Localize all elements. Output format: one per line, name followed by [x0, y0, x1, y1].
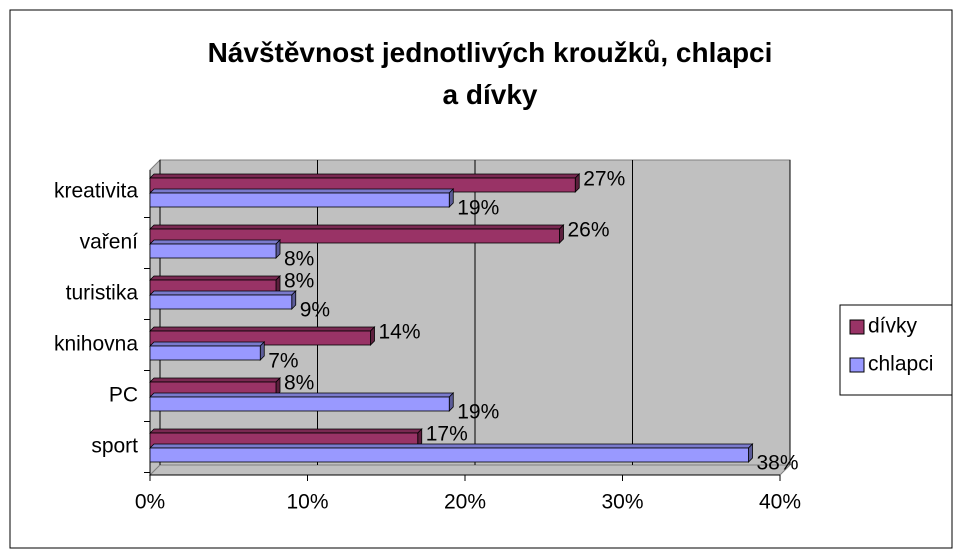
y-tick-label: PC	[109, 384, 138, 407]
bar-top	[149, 428, 423, 434]
value-label: 8%	[284, 248, 314, 271]
floor	[148, 464, 792, 476]
value-label: 8%	[284, 372, 314, 395]
bar-top	[149, 326, 376, 332]
y-tick-label: sport	[91, 435, 138, 458]
value-label: 8%	[284, 270, 314, 293]
bar-top	[149, 377, 281, 383]
bar	[149, 447, 749, 463]
bar	[149, 243, 277, 259]
value-label: 17%	[426, 423, 468, 446]
x-tick-label: 30%	[601, 491, 643, 514]
value-label: 19%	[457, 401, 499, 424]
value-label: 19%	[457, 197, 499, 220]
bar	[149, 228, 560, 244]
bar-top	[149, 224, 565, 230]
bar	[149, 294, 293, 310]
bar-top	[149, 173, 581, 179]
bar-top	[149, 239, 281, 245]
y-tick-label: knihovna	[54, 333, 138, 356]
y-tick-label: turistika	[66, 282, 139, 305]
value-label: 7%	[268, 350, 298, 373]
x-tick-label: 0%	[135, 491, 165, 514]
bar-top	[149, 188, 455, 194]
x-tick-label: 20%	[444, 491, 486, 514]
bar-top	[149, 341, 266, 347]
value-label: 27%	[583, 168, 625, 191]
bar-top	[149, 290, 297, 296]
legend-swatch	[849, 319, 865, 335]
legend-label: chlapci	[868, 353, 933, 376]
bar-top	[149, 443, 754, 449]
x-tick-label: 40%	[759, 491, 801, 514]
bar-top	[149, 275, 281, 281]
x-tick-label: 10%	[286, 491, 328, 514]
bar-top	[149, 392, 455, 398]
value-label: 38%	[757, 452, 799, 475]
value-label: 26%	[568, 219, 610, 242]
y-tick-label: vaření	[80, 231, 139, 254]
legend-label: dívky	[868, 315, 918, 338]
chart-title: Návštěvnost jednotlivých kroužků, chlapc…	[207, 37, 773, 110]
bar	[149, 396, 450, 412]
value-label: 14%	[379, 321, 421, 344]
bar	[149, 345, 261, 361]
bar	[149, 192, 450, 208]
legend-swatch	[849, 357, 865, 373]
y-tick-label: kreativita	[54, 180, 138, 203]
value-label: 9%	[300, 299, 330, 322]
